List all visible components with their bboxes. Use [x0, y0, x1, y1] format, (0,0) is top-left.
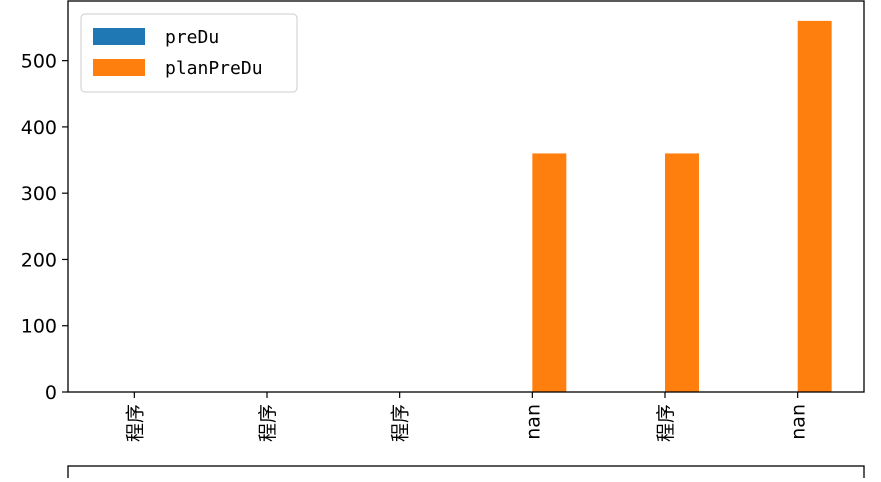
- x-tick-label-4: 程序: [655, 404, 677, 442]
- x-tick-label-5: nan: [788, 404, 810, 440]
- y-tick-label-3: 300: [21, 183, 57, 205]
- plot-frame: [67, 0, 865, 393]
- x-tick-label-1: 程序: [257, 404, 279, 442]
- legend-box: [80, 13, 298, 93]
- legend-label-planpredu: planPreDu: [165, 58, 263, 79]
- x-tick-label-2: 程序: [390, 404, 412, 442]
- y-tick-label-0: 0: [45, 382, 57, 404]
- y-tick-label-2: 200: [21, 249, 57, 271]
- y-tick-label-1: 100: [21, 316, 57, 338]
- y-axis: 0 100 200 300 400 500: [21, 51, 68, 404]
- legend-swatch-predu: [93, 28, 145, 45]
- y-tick-label-5: 500: [21, 51, 57, 73]
- x-tick-label-3: nan: [522, 404, 544, 440]
- bar-planpredu-5: [797, 20, 832, 393]
- x-tick-label-0: 程序: [124, 404, 146, 442]
- legend-label-predu: preDu: [165, 27, 219, 48]
- bar-planpredu-3: [532, 153, 567, 392]
- x-axis: 程序 程序 程序 nan 程序 nan: [124, 392, 810, 442]
- legend: preDu planPreDu: [80, 13, 298, 93]
- y-tick-label-4: 400: [21, 117, 57, 139]
- bar-planpredu-4: [665, 153, 699, 392]
- bars-layer: [532, 20, 832, 393]
- lower-plot-frame: [67, 465, 865, 482]
- legend-swatch-planpredu: [93, 59, 145, 76]
